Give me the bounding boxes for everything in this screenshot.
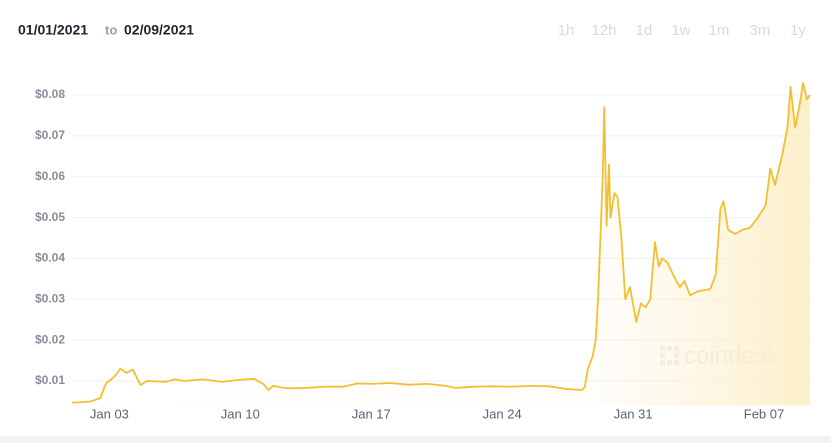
range-button[interactable]: 1y — [790, 22, 806, 39]
price-line — [71, 81, 811, 404]
y-tick-label: $0.08 — [35, 87, 65, 101]
y-tick-label: $0.03 — [35, 291, 65, 305]
to-label: to — [105, 22, 117, 37]
range-button[interactable]: 3m — [750, 22, 771, 39]
y-tick-label: $0.07 — [35, 128, 65, 142]
range-button[interactable]: 1w — [671, 22, 690, 39]
x-tick-label: Jan 10 — [221, 406, 260, 421]
range-button[interactable]: 1h — [558, 22, 575, 39]
bottom-strip — [0, 436, 831, 443]
x-tick-label: Jan 31 — [614, 406, 653, 421]
range-button[interactable]: 1d — [636, 22, 653, 39]
price-area — [72, 82, 810, 406]
y-tick-label: $0.01 — [35, 373, 65, 387]
x-tick-label: Jan 24 — [483, 406, 522, 421]
x-tick-label: Feb 07 — [744, 406, 784, 421]
from-date: 01/01/2021 — [18, 22, 88, 38]
range-button[interactable]: 1m — [709, 22, 730, 39]
x-tick-label: Jan 17 — [352, 406, 391, 421]
y-tick-label: $0.02 — [35, 332, 65, 346]
y-tick-label: $0.04 — [35, 251, 65, 265]
to-date: 02/09/2021 — [124, 22, 194, 38]
y-tick-label: $0.06 — [35, 169, 65, 183]
range-button[interactable]: 12h — [591, 22, 616, 39]
x-tick-label: Jan 03 — [90, 406, 129, 421]
y-tick-label: $0.05 — [35, 210, 65, 224]
range-buttons: 1h 12h 1d 1w 1m 3m 1y — [558, 22, 807, 39]
